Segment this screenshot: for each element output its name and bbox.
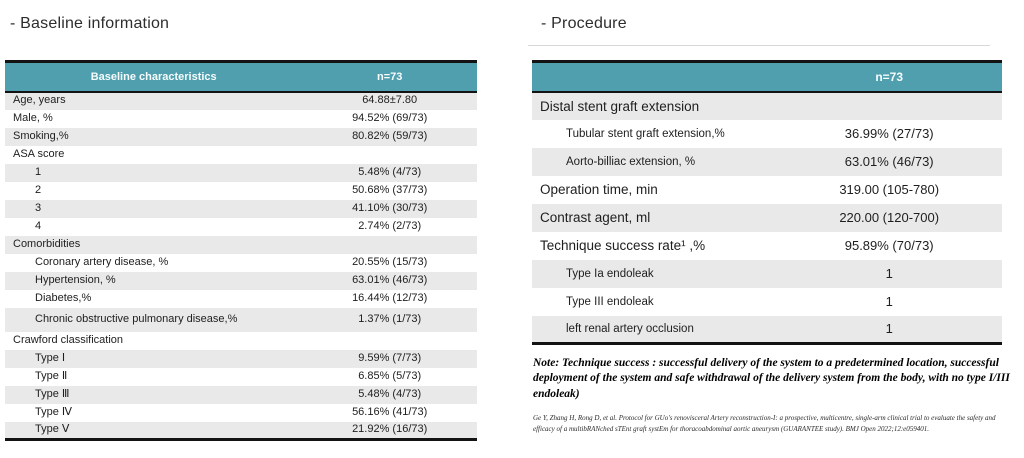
row-value: 80.82% (59/73) [352,129,428,142]
procedure-table: n=73 Distal stent graft extension Tubula… [532,60,1002,345]
table-row: Diabetes,% 16.44% (12/73) [5,290,477,308]
row-value: 95.89% (70/73) [844,238,934,253]
citation-text: Ge Y, Zhang H, Rong D, et al. Protocol f… [533,414,996,433]
row-value: 63.01% (46/73) [352,273,428,286]
table-row: Tubular stent graft extension,% 36.99% (2… [532,120,1002,148]
row-label: Type Ⅳ [35,405,73,418]
table-row: 4 2.74% (2/73) [5,218,477,236]
row-value: 319.00 (105-780) [839,182,940,197]
row-label: 2 [35,183,42,196]
row-label: Male, % [13,111,53,124]
table-row: Type Ⅴ 21.92% (16/73) [5,421,477,440]
row-value: 1.37% (1/73) [358,312,422,325]
table-row: Age, years 64.88±7.80 [5,91,477,110]
baseline-header-label: Baseline characteristics [5,61,303,93]
baseline-table: Baseline characteristics n=73 Age, years… [5,60,477,441]
row-label: Coronary artery disease, % [35,255,169,268]
row-label: Type Ia endoleak [566,267,654,280]
table-header-row: n=73 [532,61,1002,93]
table-header-row: Baseline characteristics n=73 [5,61,477,93]
row-value: 56.16% (41/73) [352,405,428,418]
table-row: 3 41.10% (30/73) [5,199,477,218]
table-row: Type III endoleak 1 [532,288,1002,316]
row-value: 50.68% (37/73) [352,183,428,196]
row-value: 63.01% (46/73) [844,154,934,169]
table-row: Coronary artery disease, % 20.55% (15/73) [5,254,477,272]
row-label: Distal stent graft extension [540,98,700,114]
row-value: 220.00 (120-700) [839,210,940,225]
row-label: Chronic obstructive pulmonary disease,% [35,312,238,325]
baseline-section-title: - Baseline information [10,15,170,32]
row-label: Age, years [13,94,66,107]
row-value: 16.44% (12/73) [352,291,428,304]
row-label: left renal artery occlusion [566,322,694,335]
row-value: 94.52% (69/73) [352,111,428,124]
table-row: Male, % 94.52% (69/73) [5,110,477,128]
table-row: Chronic obstructive pulmonary disease,% 1… [5,307,477,332]
row-value [302,146,477,164]
row-label: Type Ⅱ [35,369,68,382]
table-row: Type Ⅳ 56.16% (41/73) [5,404,477,422]
row-value: 1 [885,266,893,281]
row-label: Diabetes,% [35,291,92,304]
table-row: Type Ia endoleak 1 [532,259,1002,288]
table-row: Distal stent graft extension [532,91,1002,120]
table-row: left renal artery occlusion 1 [532,315,1002,344]
row-label: Type Ⅲ [35,387,70,400]
row-value: 36.99% (27/73) [844,126,934,141]
table-row: 2 50.68% (37/73) [5,182,477,200]
row-value: 5.48% (4/73) [358,165,422,178]
row-label: Hypertension, % [35,273,116,286]
row-label: 3 [35,201,42,214]
table-row: Operation time, min 319.00 (105-780) [532,176,1002,204]
row-value: 21.92% (16/73) [352,422,428,435]
table-row: 1 5.48% (4/73) [5,163,477,182]
row-value: 20.55% (15/73) [352,255,428,268]
table-row: Technique success rate¹ ,% 95.89% (70/73) [532,232,1002,260]
procedure-header-n: n=73 [776,61,1002,93]
procedure-section-title: - Procedure [541,15,627,32]
row-label: Aorto-billiac extension, % [566,155,696,168]
row-value [776,92,1002,120]
row-label: 4 [35,219,42,232]
row-value: 5.48% (4/73) [358,387,422,400]
table-row: Type Ⅱ 6.85% (5/73) [5,368,477,386]
table-row: Type Ⅰ 9.59% (7/73) [5,349,477,368]
table-row: ASA score [5,146,477,164]
row-value [302,332,477,350]
row-label: Type Ⅴ [35,422,70,435]
table-row: Contrast agent, ml 220.00 (120-700) [532,203,1002,232]
procedure-title-divider [528,45,990,46]
row-label: Type Ⅰ [35,351,66,364]
row-label: Operation time, min [540,182,658,197]
row-label: Crawford classification [13,333,124,346]
row-value [302,236,477,254]
table-row: Hypertension, % 63.01% (46/73) [5,271,477,290]
procedure-header-empty [532,61,777,93]
table-row: Type Ⅲ 5.48% (4/73) [5,385,477,404]
row-value: 9.59% (7/73) [358,351,422,364]
note-text: Note: Technique success : successful del… [533,357,1010,400]
table-row: Crawford classification [5,332,477,350]
row-label: Smoking,% [13,129,69,142]
row-label: ASA score [13,147,65,160]
row-label: 1 [35,165,42,178]
row-value: 41.10% (30/73) [352,201,428,214]
row-label: Comorbidities [13,237,81,250]
row-value: 6.85% (5/73) [358,369,422,382]
row-value: 64.88±7.80 [362,94,418,107]
row-label: Type III endoleak [566,295,654,308]
baseline-header-n: n=73 [302,61,477,93]
row-label: Contrast agent, ml [540,210,651,225]
row-value: 1 [885,321,893,337]
row-label: Tubular stent graft extension,% [566,127,725,140]
row-value: 2.74% (2/73) [358,219,422,232]
table-row: Smoking,% 80.82% (59/73) [5,127,477,146]
table-row: Aorto-billiac extension, % 63.01% (46/73) [532,147,1002,176]
table-row: Comorbidities [5,235,477,254]
row-label: Technique success rate¹ ,% [540,238,706,253]
row-value: 1 [885,294,893,309]
